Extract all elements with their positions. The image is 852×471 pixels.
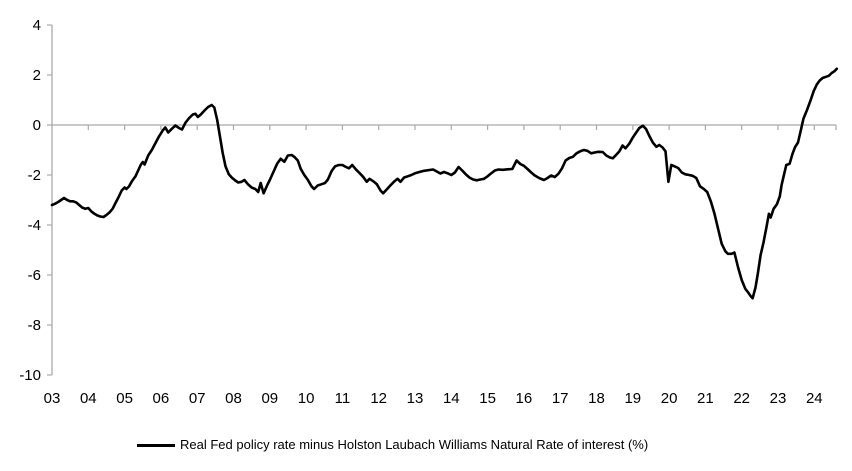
x-tick-label: 11 [335,390,351,407]
y-axis-labels: 4 2 0 -2 -4 -6 -8 -10 [19,17,41,384]
y-tick-label: -2 [28,167,41,184]
x-axis-ticks [87,125,837,130]
y-axis-ticks [47,24,52,376]
y-tick-label: 2 [33,67,41,84]
x-tick-label: 23 [770,390,787,407]
x-tick-label: 18 [588,390,605,407]
y-tick-label: -10 [19,367,41,384]
x-axis-labels: 03 04 05 06 07 08 09 10 11 12 13 14 15 16 17 18 19 20 21 22… [44,390,823,407]
x-tick-label: 12 [370,390,387,407]
y-tick-label: 4 [33,17,41,34]
y-tick-label: -4 [28,217,41,234]
x-tick-label: 24 [806,390,823,407]
x-tick-label: 08 [225,390,242,407]
x-tick-label: 15 [479,390,496,407]
x-tick-label: 14 [443,390,460,407]
x-tick-label: 09 [261,390,278,407]
x-tick-label: 16 [516,390,533,407]
legend-line-sample-icon [137,443,175,447]
x-tick-label: 17 [552,390,569,407]
y-tick-label: -6 [28,267,41,284]
y-tick-label: -8 [28,317,41,334]
data-line [50,67,839,300]
x-tick-label: 19 [624,390,641,407]
legend-label: Real Fed policy rate minus Holston Lauba… [180,437,649,452]
legend: Real Fed policy rate minus Holston Lauba… [137,437,648,453]
y-tick-label: 0 [33,117,41,134]
x-tick-label: 06 [153,390,170,407]
x-tick-label: 03 [44,390,61,407]
x-tick-label: 05 [116,390,133,407]
x-tick-label: 21 [697,390,714,407]
x-tick-label: 10 [298,390,315,407]
x-tick-label: 07 [189,390,206,407]
x-tick-label: 22 [733,390,750,407]
x-tick-label: 13 [407,390,424,407]
x-tick-label: 20 [661,390,678,407]
x-tick-label: 04 [80,390,97,407]
